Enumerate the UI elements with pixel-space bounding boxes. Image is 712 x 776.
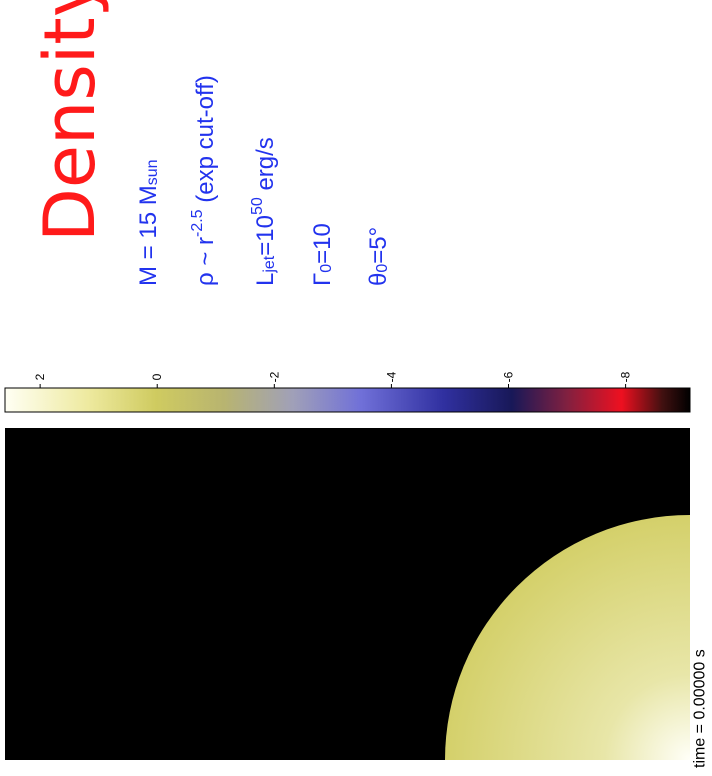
colorbar-axis: 2 0 -2 -4 -6 -8: [33, 371, 633, 388]
colorbar-tick-label: 0: [150, 373, 164, 380]
parameter-sub: sun: [144, 160, 161, 186]
parameter-text: =5°: [365, 227, 392, 264]
title: Density: [29, 0, 111, 242]
parameter-text: L: [252, 273, 279, 286]
parameter: Ljet=1050 erg/s: [249, 137, 278, 286]
parameter-text: M = 15 M: [135, 185, 162, 286]
parameter: θ0=5°: [365, 227, 392, 286]
parameter-sub: 0: [374, 264, 391, 273]
parameter-text: ρ ~ r: [192, 237, 219, 286]
parameter-text: erg/s: [252, 137, 279, 197]
parameter-text: =10: [309, 223, 336, 264]
colorbar-tick-label: 2: [33, 373, 47, 380]
colorbar-tick-label: -6: [502, 371, 516, 382]
parameter-sub: 0: [318, 264, 335, 273]
parameter: Γ0=10: [309, 223, 336, 286]
parameter-text: θ: [365, 273, 392, 286]
colorbar-tick-label: -4: [384, 371, 398, 382]
parameter: M = 15 Msun: [135, 160, 162, 287]
parameter-sub: jet: [261, 255, 278, 273]
colorbar-tick-label: -8: [619, 371, 633, 382]
parameter-sup: -2.5: [189, 209, 206, 237]
parameter-sup: 50: [249, 197, 266, 215]
colorbar-tick-label: -2: [267, 371, 281, 382]
time-label: time = 0.00000 s: [692, 649, 709, 768]
colorbar: [4, 387, 691, 413]
parameter-text: =10: [252, 215, 279, 256]
parameter-text: Γ: [309, 273, 336, 286]
parameter: ρ ~ r-2.5 (exp cut-off): [189, 75, 218, 286]
parameter-text: (exp cut-off): [192, 75, 219, 209]
star: [445, 515, 690, 760]
